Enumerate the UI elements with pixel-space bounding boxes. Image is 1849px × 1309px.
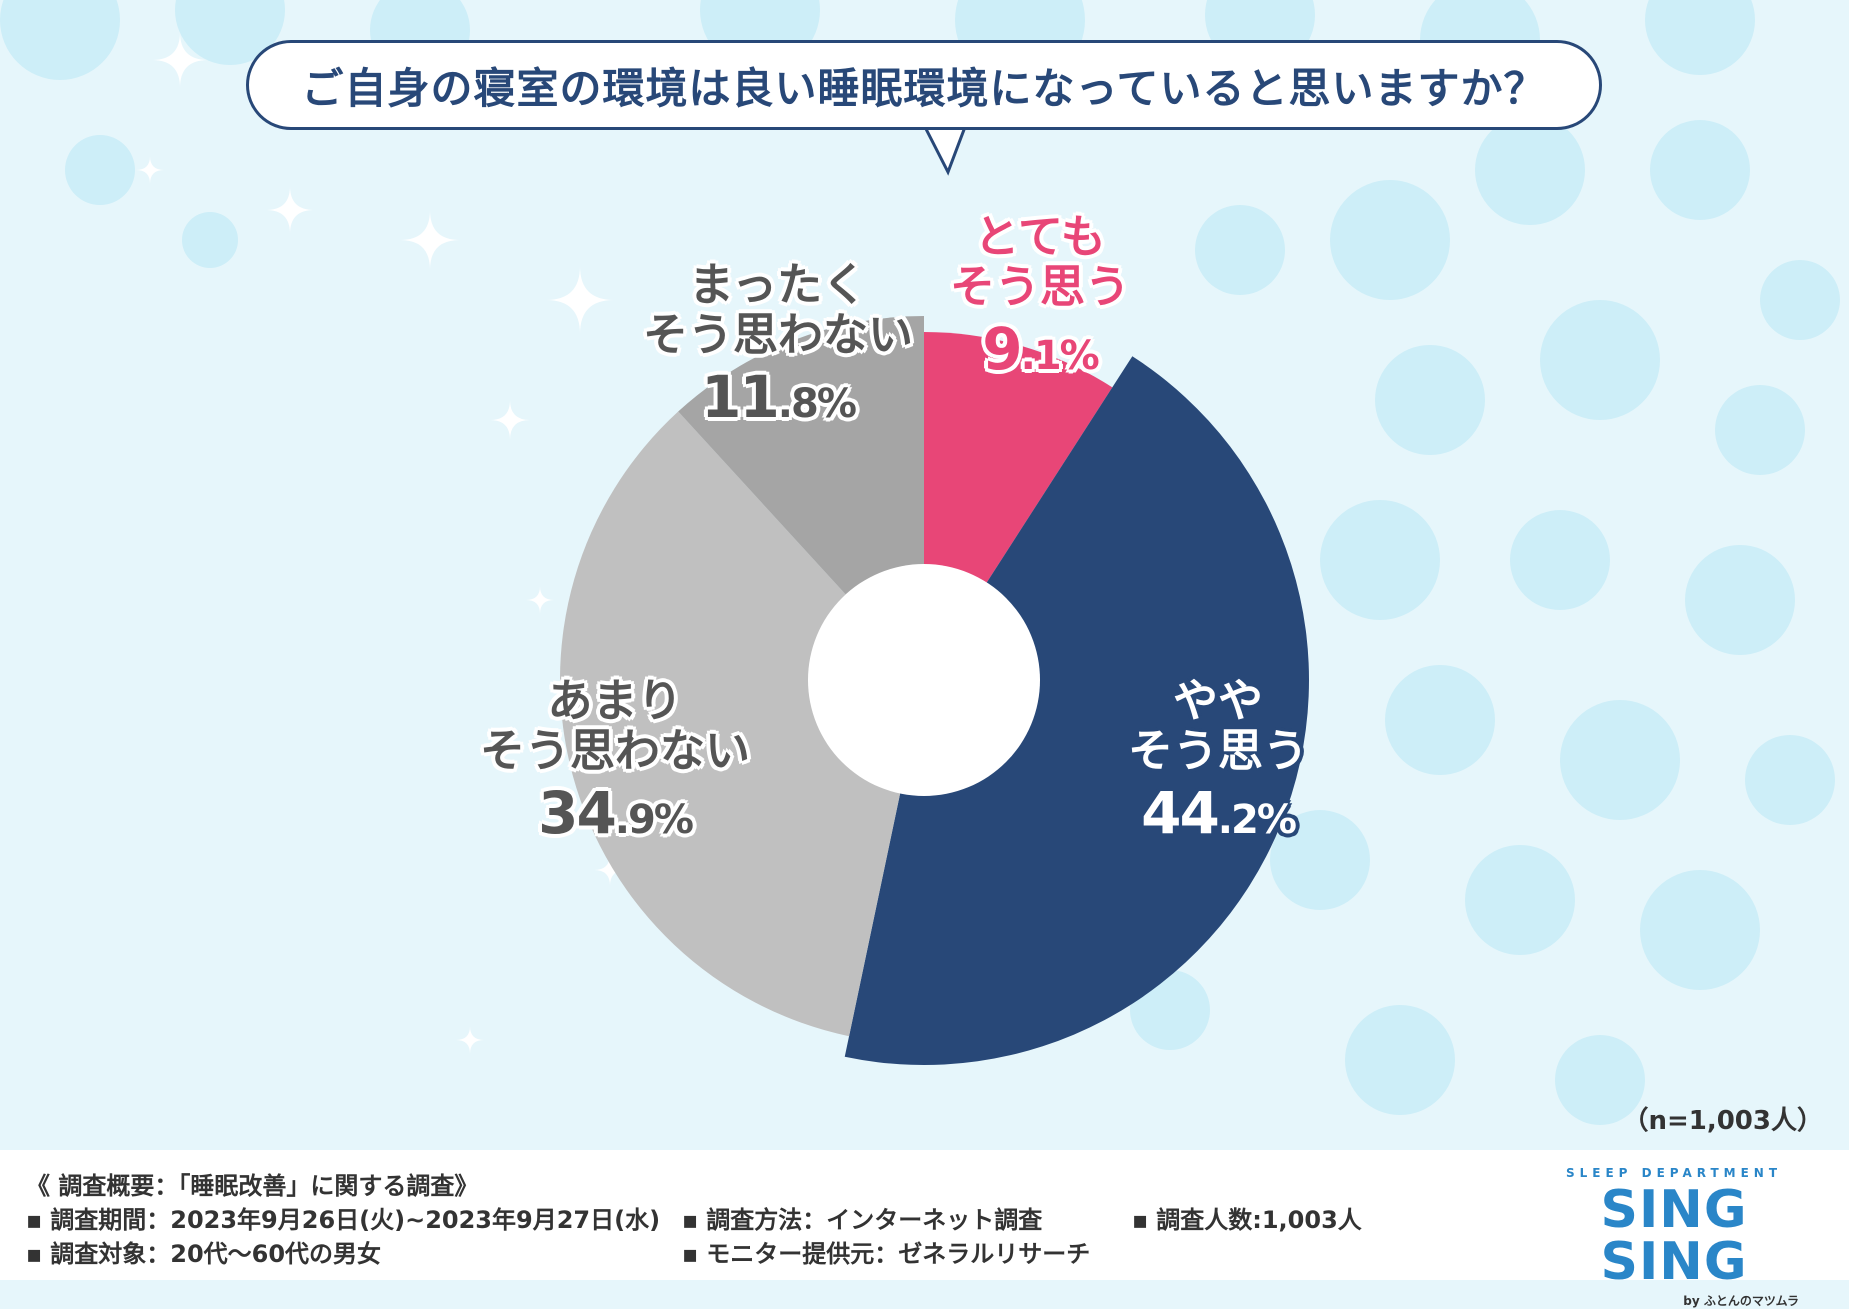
- slice-label-line1: とても: [974, 210, 1106, 263]
- background-sparkle: [526, 586, 554, 614]
- slice-label-line1: やや: [1172, 674, 1264, 727]
- background-dot: [1560, 700, 1680, 820]
- background-sparkle: [152, 32, 208, 88]
- slice-percent: 44.2%: [1141, 778, 1297, 847]
- donut-slice-1: [844, 356, 1309, 1065]
- label-amari-sou-omowanai: あまり そう思わない 34.9%: [479, 674, 751, 847]
- infographic: ご自身の寝室の環境は良い睡眠環境になっていると思いますか？ とても そう思う 9…: [0, 0, 1849, 1280]
- logo-subtitle: SLEEP DEPARTMENT: [1565, 1166, 1783, 1180]
- background-sparkle: [266, 186, 314, 234]
- label-totemo-sou-omou: とても そう思う 9.1%: [949, 210, 1131, 383]
- donut-hole: [808, 564, 1040, 796]
- background-dot: [1320, 500, 1440, 620]
- background-dot: [1645, 0, 1755, 75]
- donut-slice-2: [559, 411, 924, 1037]
- slice-label-line1: まったく: [688, 258, 868, 311]
- background-dot: [65, 135, 135, 205]
- survey-count: 調査人数:1,003人: [1132, 1200, 1362, 1235]
- background-sparkle: [490, 400, 530, 440]
- donut-chart: [559, 316, 1309, 1065]
- survey-method: 調査方法：インターネット調査: [682, 1200, 1042, 1235]
- slice-label-line2: そう思わない: [479, 724, 751, 778]
- background-dot: [1760, 260, 1840, 340]
- background-dot: [1685, 545, 1795, 655]
- background-dot: [1345, 1005, 1455, 1115]
- slice-percent: 11.8%: [701, 362, 857, 431]
- background-dot: [1375, 345, 1485, 455]
- slice-label-line2: そう思う: [1127, 724, 1309, 778]
- background-dot: [175, 0, 285, 65]
- background-dot: [1715, 385, 1805, 475]
- logo-byline: by ふとんのマツムラ: [1683, 1294, 1799, 1308]
- background-dot: [182, 212, 238, 268]
- chart-title: ご自身の寝室の環境は良い睡眠環境になっていると思いますか？: [246, 40, 1602, 130]
- survey-period: 調査期間：2023年9月26日(火)~2023年9月27日(水): [26, 1200, 660, 1235]
- logo-wordmark: SING SING: [1600, 1180, 1748, 1292]
- survey-provider: モニター提供元：ゼネラルリサーチ: [682, 1234, 1090, 1269]
- background-dot: [1650, 120, 1750, 220]
- label-yaya-sou-omou: やや そう思う 44.2%: [1127, 674, 1309, 847]
- slice-label-line1: あまり: [547, 674, 683, 727]
- slice-percent: 9.1%: [982, 314, 1099, 383]
- background-sparkle: [456, 1026, 484, 1054]
- label-mattaku-sou-omowanai: まったく そう思わない 11.8%: [642, 258, 914, 431]
- background-dot: [1270, 810, 1370, 910]
- background-dot: [1555, 1035, 1645, 1125]
- slice-percent: 34.9%: [538, 778, 694, 847]
- background-dot: [1330, 180, 1450, 300]
- background-dot: [0, 0, 120, 80]
- slice-label-line2: そう思う: [949, 260, 1131, 314]
- background-sparkle: [546, 266, 614, 334]
- survey-footer: 《 調査概要：「睡眠改善」に関する調査》 調査期間：2023年9月26日(火)~…: [0, 1150, 1849, 1308]
- background-dot: [1540, 300, 1660, 420]
- sing-sing-logo: SLEEP DEPARTMENT SING SING by ふとんのマツムラ: [1539, 1162, 1809, 1308]
- background-sparkle: [400, 210, 460, 270]
- background-dot: [1640, 870, 1760, 990]
- background-dot: [1465, 845, 1575, 955]
- background-dot: [1475, 115, 1585, 225]
- sample-size-note: （n=1,003人）: [1622, 1106, 1823, 1136]
- background-dot: [1385, 665, 1495, 775]
- background-dot: [1510, 510, 1610, 610]
- background-dot: [1195, 205, 1285, 295]
- survey-heading: 《 調査概要：「睡眠改善」に関する調査》: [26, 1172, 479, 1200]
- survey-target: 調査対象：20代～60代の男女: [26, 1234, 381, 1269]
- background-sparkle: [136, 156, 164, 184]
- background-sparkle: [594, 854, 626, 886]
- slice-label-line2: そう思わない: [642, 308, 914, 362]
- background-dot: [1745, 735, 1835, 825]
